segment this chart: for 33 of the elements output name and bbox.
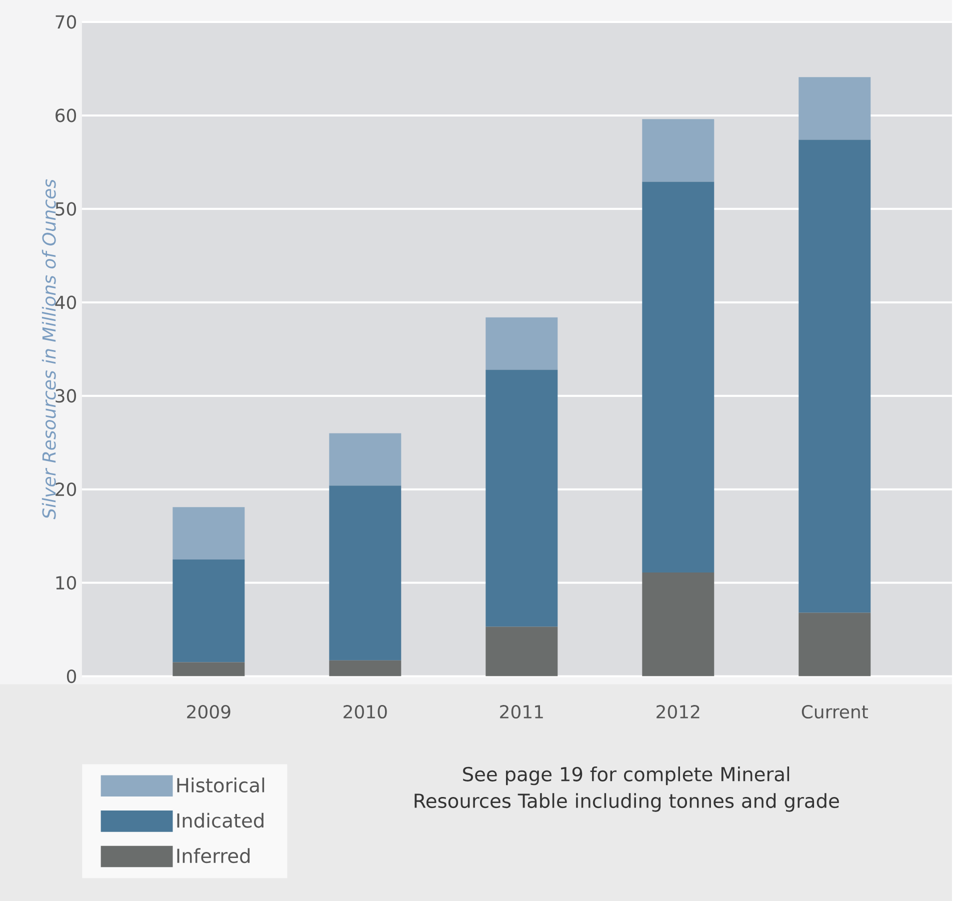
bar (798, 612, 871, 676)
bar (172, 507, 245, 560)
bar (486, 626, 558, 676)
bar (642, 572, 714, 676)
legend-label: Inferred (177, 848, 250, 864)
bar (486, 317, 558, 370)
x-tick-label: 2009 (187, 704, 230, 719)
x-tick-label: 2010 (344, 704, 387, 719)
bar (798, 77, 871, 140)
bar (329, 486, 402, 660)
bar (486, 370, 558, 627)
y-tick-label: 70 (56, 15, 76, 29)
bar (798, 140, 871, 613)
bar (642, 119, 714, 182)
y-tick-label: 20 (56, 482, 76, 496)
bar (172, 662, 245, 676)
bar (172, 559, 245, 662)
legend-label: Indicated (177, 812, 264, 828)
y-tick-label: 10 (56, 576, 76, 590)
x-tick-label: Current (802, 704, 868, 719)
bar (329, 660, 402, 676)
text: See page 19 for complete Mineral Resources Table including tonnes and grade (414, 766, 839, 812)
bar (642, 182, 714, 573)
legend-label: Historical (177, 778, 264, 792)
x-tick-label: 2011 (500, 704, 543, 719)
y-tick-label: 40 (55, 296, 76, 310)
bar (329, 433, 402, 486)
x-tick-label: 2012 (656, 704, 700, 719)
y-tick-label: 50 (56, 202, 76, 216)
y-axis-title: Silver Resources in Millions of Ounces (42, 179, 56, 520)
y-tick-label: 0 (66, 669, 76, 684)
y-tick-label: 60 (56, 108, 76, 122)
y-tick-label: 30 (56, 389, 76, 403)
